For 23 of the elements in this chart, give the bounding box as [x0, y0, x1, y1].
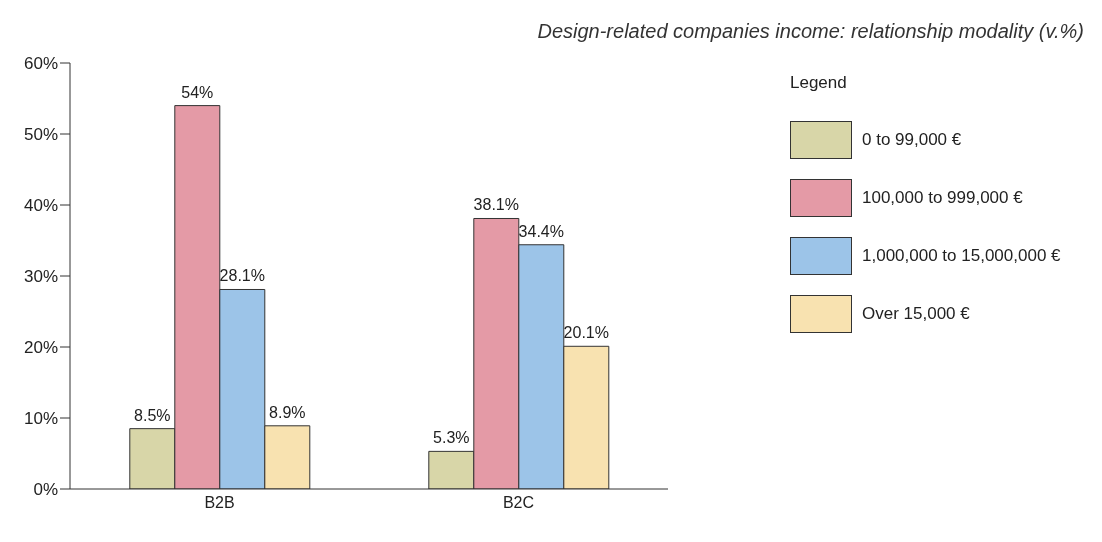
data-label: 8.9% [269, 403, 306, 421]
legend-label: 1,000,000 to 15,000,000 € [862, 246, 1061, 266]
text: Design-related companies income: relationship modality (v.%) [537, 20, 1084, 43]
legend-title: Legend [790, 73, 848, 93]
y-tick-label: 30% [23, 267, 58, 287]
legend-label: 0 to 99,000 € [862, 130, 962, 150]
y-tick-label: 40% [23, 196, 58, 216]
y-tick-label: 0% [33, 480, 58, 500]
legend-label: 100,000 to 999,000 € [862, 188, 1023, 208]
x-tick-label: B2B [204, 494, 235, 512]
data-label: 28.1% [219, 267, 265, 285]
legend-label: Over 15,000 € [862, 304, 970, 324]
data-label: 8.5% [134, 406, 171, 424]
data-label: 38.1% [473, 196, 519, 214]
y-tick-label: 50% [23, 125, 58, 145]
data-label: 54% [181, 83, 214, 101]
data-label: 34.4% [518, 222, 564, 240]
y-tick-label: 10% [23, 409, 58, 429]
data-label: 5.3% [433, 429, 470, 447]
y-tick-label: 20% [23, 338, 58, 358]
y-tick-label: 60% [23, 54, 58, 74]
x-tick-label: B2C [502, 494, 535, 512]
data-label: 20.1% [563, 324, 609, 342]
